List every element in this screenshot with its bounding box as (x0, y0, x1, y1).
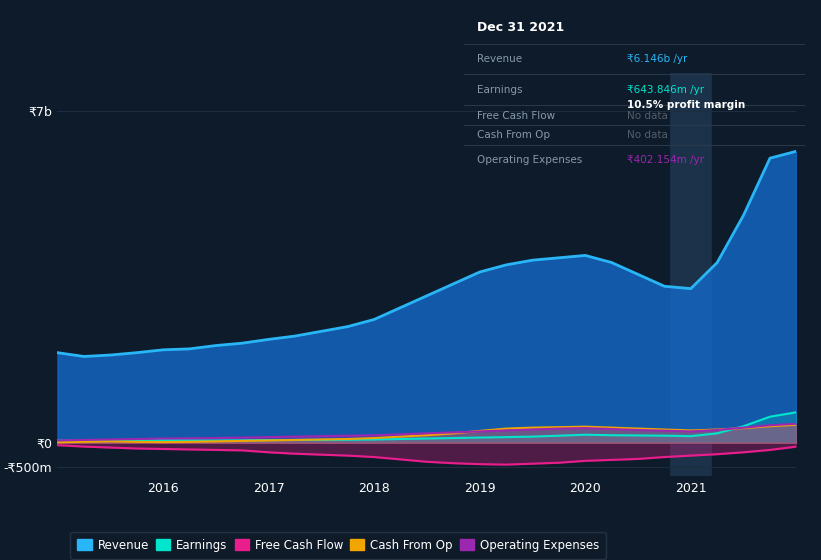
Text: Earnings: Earnings (478, 85, 523, 95)
Text: 10.5% profit margin: 10.5% profit margin (627, 100, 745, 110)
Text: ₹643.846m /yr: ₹643.846m /yr (627, 85, 704, 95)
Text: Cash From Op: Cash From Op (478, 130, 551, 140)
Text: Dec 31 2021: Dec 31 2021 (478, 21, 565, 34)
Text: ₹402.154m /yr: ₹402.154m /yr (627, 155, 704, 165)
Text: Revenue: Revenue (478, 54, 523, 64)
Legend: Revenue, Earnings, Free Cash Flow, Cash From Op, Operating Expenses: Revenue, Earnings, Free Cash Flow, Cash … (71, 531, 606, 559)
Text: Operating Expenses: Operating Expenses (478, 155, 583, 165)
Text: ₹6.146b /yr: ₹6.146b /yr (627, 54, 688, 64)
Text: Free Cash Flow: Free Cash Flow (478, 111, 556, 121)
Text: No data: No data (627, 130, 668, 140)
Text: No data: No data (627, 111, 668, 121)
